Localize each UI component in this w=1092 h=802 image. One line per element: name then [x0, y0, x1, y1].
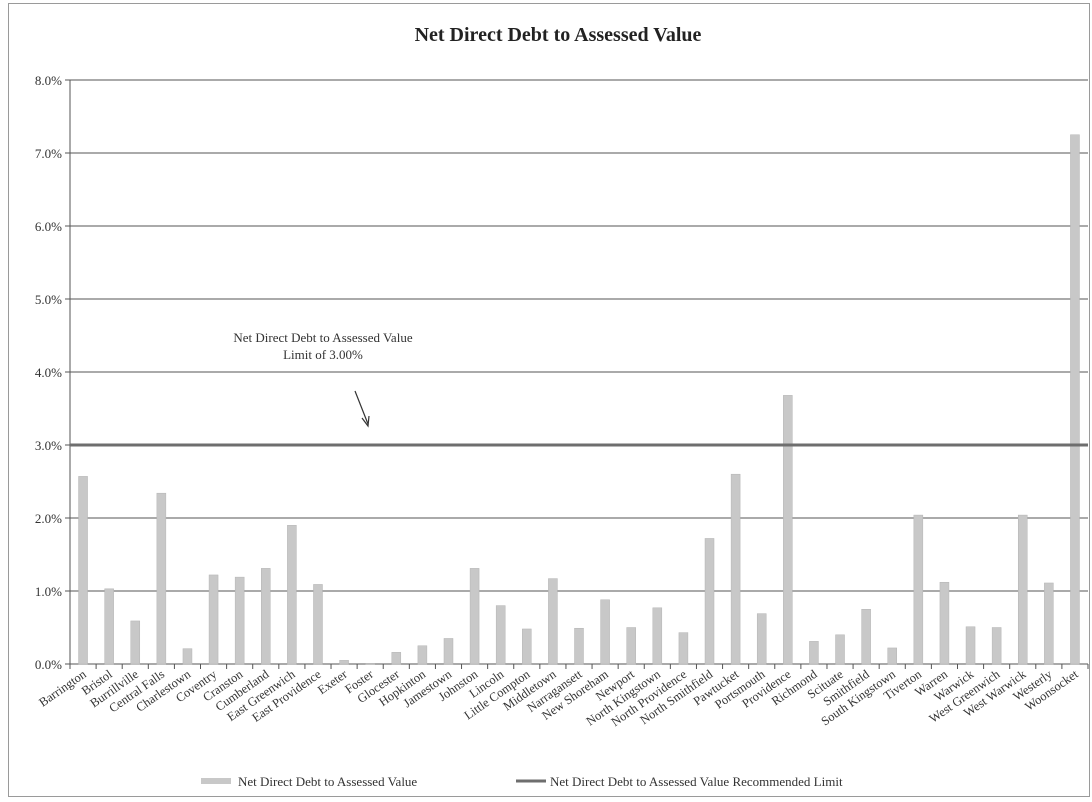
chart-title: Net Direct Debt to Assessed Value: [415, 24, 702, 46]
bar: [469, 568, 480, 665]
bar: [339, 660, 349, 665]
bar: [443, 638, 454, 665]
bar: [182, 648, 193, 665]
bar: [809, 641, 819, 665]
limit-annotation: Net Direct Debt to Assessed Value Limit …: [233, 330, 413, 428]
bar: [365, 663, 375, 665]
bar: [783, 395, 793, 665]
legend-swatch-bar: [201, 778, 231, 784]
annotation-arrowhead: [361, 415, 370, 428]
chart-frame: [8, 3, 1090, 797]
bar: [652, 607, 663, 665]
bar: [287, 525, 297, 665]
bar: [104, 588, 114, 665]
bar: [417, 645, 428, 665]
y-tick-label: 7.0%: [35, 146, 62, 161]
y-tick-label: 6.0%: [35, 219, 62, 234]
bar: [574, 627, 584, 665]
bar: [939, 581, 950, 665]
bar: [548, 578, 558, 665]
y-tick-label: 3.0%: [35, 438, 62, 453]
legend-label-bar: Net Direct Debt to Assessed Value: [238, 774, 417, 789]
bar: [1017, 514, 1028, 665]
bar: [156, 492, 167, 665]
bar: [600, 599, 610, 665]
bar: [1070, 134, 1080, 665]
bar: [861, 609, 871, 665]
y-tick-labels: 0.0% 1.0% 2.0% 3.0% 4.0% 5.0% 6.0% 7.0% 8.0%: [35, 73, 62, 672]
bar: [704, 538, 715, 665]
bar: [313, 584, 323, 665]
bar: [1044, 582, 1054, 665]
bar: [678, 632, 689, 665]
bar: [913, 514, 924, 665]
bar: [234, 576, 245, 665]
y-tick-label: 4.0%: [35, 365, 62, 380]
legend: Net Direct Debt to Assessed Value Net Di…: [201, 774, 843, 789]
y-tick-label: 2.0%: [35, 511, 62, 526]
legend-label-line: Net Direct Debt to Assessed Value Recomm…: [550, 774, 843, 789]
bar: [756, 613, 767, 665]
bar: [208, 574, 219, 665]
bar: [965, 626, 976, 665]
bar: [835, 634, 845, 665]
y-tick-label: 5.0%: [35, 292, 62, 307]
bar: [626, 627, 636, 665]
y-tick-label: 8.0%: [35, 73, 62, 88]
bar: [887, 647, 897, 665]
bar: [522, 628, 532, 665]
bar: [991, 627, 1002, 665]
bar: [130, 620, 141, 665]
bar: [730, 473, 741, 665]
bar: [495, 605, 506, 665]
y-tick-label: 1.0%: [35, 584, 62, 599]
y-tick-label: 0.0%: [35, 657, 62, 672]
gridlines: [65, 79, 1089, 669]
bars-group: [70, 134, 1088, 665]
annotation-line-1: Net Direct Debt to Assessed Value: [233, 330, 412, 345]
annotation-arrow-shaft: [354, 390, 369, 425]
annotation-line-2: Limit of 3.00%: [283, 347, 363, 362]
bar: [261, 568, 271, 665]
bar: [78, 476, 88, 665]
bar: [391, 652, 402, 665]
